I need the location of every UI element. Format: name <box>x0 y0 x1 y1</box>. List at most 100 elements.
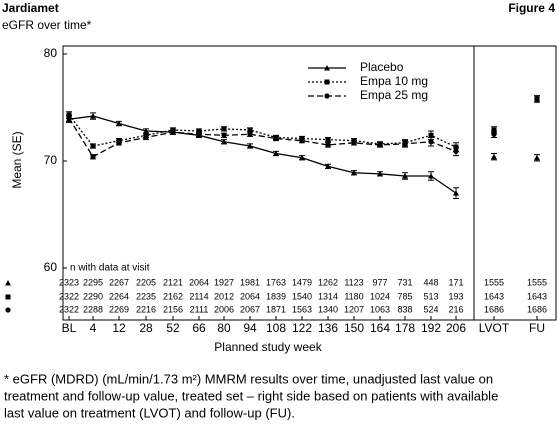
data-point <box>221 138 227 145</box>
title: Jardiamet <box>2 1 59 15</box>
n-count: 1555 <box>527 277 547 287</box>
footnote: * eGFR (MDRD) (mL/min/1.73 m²) MMRM resu… <box>4 371 493 386</box>
n-count: 1123 <box>344 277 363 287</box>
subtitle: eGFR over time* <box>2 18 92 32</box>
legend-marker <box>324 93 330 99</box>
n-count: 1643 <box>527 291 547 301</box>
n-count: 171 <box>448 277 463 287</box>
data-point <box>143 128 149 134</box>
x-tick-label: 150 <box>344 321 364 335</box>
n-count: 2216 <box>136 304 156 314</box>
n-count: 1839 <box>266 291 286 301</box>
x-tick-label: 122 <box>292 321 312 335</box>
n-count: 2264 <box>109 291 129 301</box>
y-tick-label: 60 <box>44 260 58 274</box>
x-tick-label: LVOT <box>479 321 510 335</box>
data-point <box>428 139 434 145</box>
n-count: 2064 <box>189 277 209 287</box>
legend-marker <box>324 79 330 85</box>
x-tick-label: 66 <box>192 321 206 335</box>
data-point <box>116 140 122 146</box>
data-point <box>351 169 357 176</box>
n-count: 1871 <box>266 304 286 314</box>
data-point <box>170 129 176 135</box>
n-count: 448 <box>423 277 438 287</box>
n-count: 1763 <box>266 277 286 287</box>
n-count: 513 <box>423 291 438 301</box>
n-count: 2111 <box>190 304 209 314</box>
y-tick-label: 70 <box>44 153 58 167</box>
data-point <box>351 140 357 146</box>
n-count: 2267 <box>109 277 129 287</box>
data-point <box>534 96 540 102</box>
n-count: 2114 <box>189 291 208 301</box>
data-point <box>247 143 253 149</box>
n-count: 977 <box>372 277 387 287</box>
n-count: 2288 <box>83 304 103 314</box>
n-count: 2012 <box>214 291 234 301</box>
data-point <box>66 115 72 121</box>
n-count: 524 <box>423 304 438 314</box>
data-point <box>453 190 459 196</box>
n-count: 2322 <box>59 304 79 314</box>
data-point <box>196 131 202 137</box>
n-count: 2006 <box>214 304 234 314</box>
n-count: 2162 <box>163 291 183 301</box>
data-point <box>299 138 305 144</box>
n-count: 785 <box>397 291 412 301</box>
figure-label: Figure 4 <box>508 1 555 15</box>
x-tick-label: BL <box>62 321 77 335</box>
n-count: 216 <box>448 304 463 314</box>
n-row-symbol <box>5 280 11 286</box>
y-axis-label: Mean (SE) <box>10 131 24 188</box>
n-count: 2205 <box>136 277 156 287</box>
n-row-symbol <box>5 294 11 300</box>
data-point <box>325 142 331 148</box>
data-point <box>428 132 434 138</box>
x-tick-label: 80 <box>217 321 231 335</box>
n-count: 731 <box>397 277 412 287</box>
x-tick-label: FU <box>529 321 545 335</box>
x-axis-label: Planned study week <box>214 340 322 354</box>
data-point <box>491 131 497 137</box>
n-count: 2121 <box>163 277 183 287</box>
n-count: 1540 <box>292 291 312 301</box>
n-count: 1686 <box>527 304 547 314</box>
data-point <box>196 128 202 134</box>
x-tick-label: 192 <box>421 321 441 335</box>
n-count: 2269 <box>109 304 129 314</box>
n-count: 838 <box>397 304 412 314</box>
n-count: 2235 <box>136 291 156 301</box>
n-count: 1340 <box>318 304 338 314</box>
n-count: 2156 <box>163 304 183 314</box>
data-point <box>491 127 497 133</box>
n-label: n with data at visit <box>70 263 150 274</box>
side-panel <box>473 45 557 321</box>
n-count: 1180 <box>344 291 363 301</box>
data-point <box>90 154 96 160</box>
n-count: 1555 <box>484 277 504 287</box>
y-tick-label: 80 <box>44 46 58 60</box>
n-count: 193 <box>448 291 463 301</box>
data-point <box>325 137 331 143</box>
n-count: 1207 <box>344 304 364 314</box>
n-count: 1262 <box>318 277 338 287</box>
data-point <box>221 132 227 138</box>
x-tick-label: 164 <box>370 321 390 335</box>
series-line <box>68 117 457 158</box>
data-point <box>491 153 497 160</box>
x-tick-label: 52 <box>166 321 180 335</box>
n-count: 2295 <box>83 277 103 287</box>
x-tick-label: 28 <box>139 321 153 335</box>
legend-marker <box>324 65 330 71</box>
n-count: 2322 <box>59 291 79 301</box>
data-point <box>299 154 305 161</box>
n-count: 1643 <box>484 291 504 301</box>
n-count: 2323 <box>59 277 79 287</box>
n-count: 1981 <box>240 277 260 287</box>
x-tick-label: 108 <box>266 321 286 335</box>
n-count: 2064 <box>240 291 260 301</box>
series-line <box>68 115 457 194</box>
data-point <box>90 113 96 119</box>
